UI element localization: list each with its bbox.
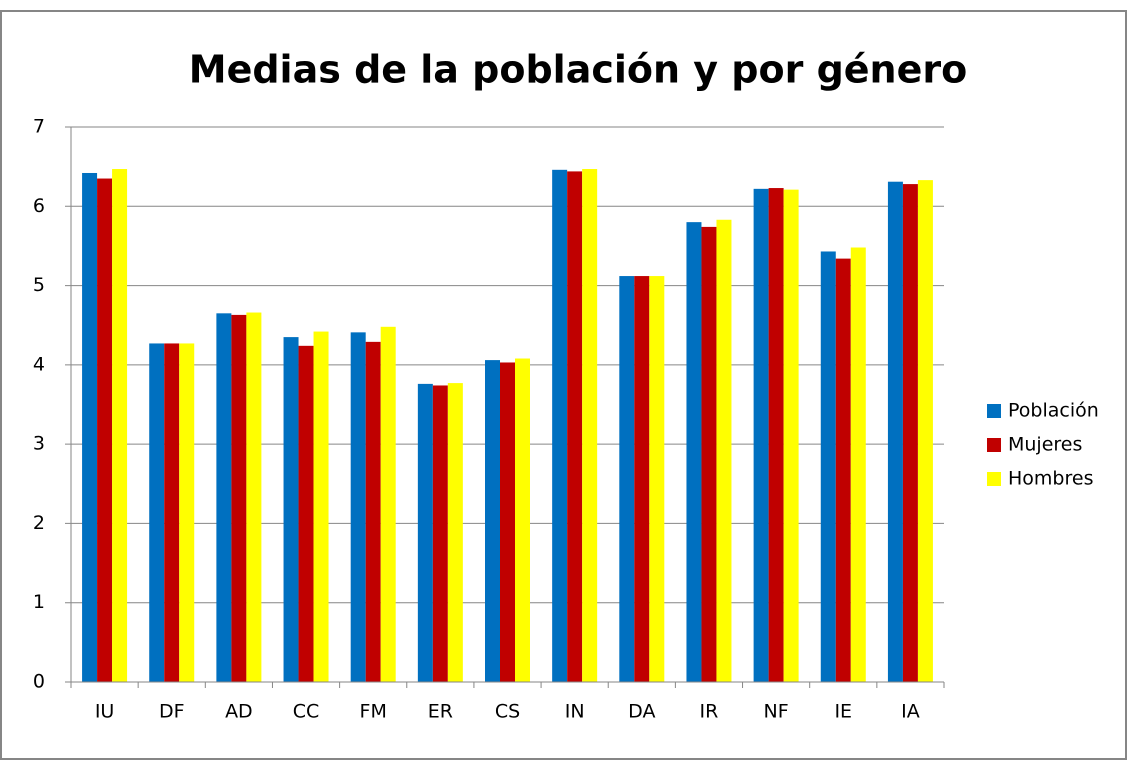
legend-swatch bbox=[987, 404, 1001, 418]
bar bbox=[149, 343, 165, 682]
x-tick-label: IA bbox=[901, 701, 920, 723]
y-tick-label: 6 bbox=[33, 195, 45, 217]
x-tick-label: IR bbox=[700, 701, 719, 723]
chart-title: Medias de la población y por género bbox=[189, 48, 967, 92]
x-tick-label: NF bbox=[764, 701, 789, 723]
bar bbox=[97, 178, 113, 683]
bar bbox=[820, 251, 836, 682]
bar bbox=[432, 385, 448, 682]
bar bbox=[783, 189, 799, 682]
x-tick-label: AD bbox=[225, 701, 253, 723]
x-tick-label: DF bbox=[159, 701, 185, 723]
bar bbox=[634, 276, 650, 682]
bar bbox=[649, 276, 665, 682]
bar bbox=[179, 343, 195, 682]
bar bbox=[313, 331, 329, 682]
bar bbox=[701, 226, 717, 682]
bar bbox=[365, 341, 381, 682]
legend-label: Hombres bbox=[1008, 468, 1093, 490]
bar bbox=[768, 188, 784, 683]
bar bbox=[350, 332, 366, 682]
y-tick-label: 4 bbox=[33, 353, 45, 375]
bar bbox=[485, 360, 500, 682]
y-tick-label: 0 bbox=[33, 671, 45, 693]
x-tick-label: CC bbox=[293, 701, 320, 723]
bar bbox=[246, 312, 262, 682]
legend-swatch bbox=[987, 472, 1001, 486]
x-tick-label: IE bbox=[834, 701, 852, 723]
y-tick-label: 7 bbox=[33, 116, 45, 138]
bar bbox=[917, 180, 933, 682]
bar bbox=[619, 276, 635, 682]
bar bbox=[380, 326, 396, 682]
legend-swatch bbox=[987, 438, 1001, 452]
bar bbox=[552, 169, 568, 683]
bar bbox=[686, 222, 702, 682]
bar bbox=[231, 314, 247, 682]
bar bbox=[216, 313, 232, 682]
bar bbox=[112, 169, 128, 682]
x-tick-label: DA bbox=[628, 701, 655, 723]
y-tick-label: 1 bbox=[33, 591, 45, 613]
x-tick-label: IU bbox=[95, 701, 115, 723]
x-tick-label: ER bbox=[428, 701, 453, 723]
x-tick-label: FM bbox=[360, 701, 387, 723]
bar bbox=[835, 258, 851, 682]
bar bbox=[716, 219, 732, 682]
bar bbox=[500, 362, 515, 682]
bar bbox=[902, 184, 918, 683]
y-tick-label: 5 bbox=[33, 274, 45, 296]
bar bbox=[850, 247, 866, 682]
bar bbox=[447, 383, 463, 682]
y-tick-label: 2 bbox=[33, 512, 45, 534]
y-tick-label: 3 bbox=[33, 433, 45, 455]
bar bbox=[567, 171, 583, 682]
bar bbox=[887, 181, 903, 682]
bar bbox=[283, 337, 299, 682]
bar bbox=[417, 383, 433, 682]
bar bbox=[82, 172, 98, 682]
x-tick-label: CS bbox=[495, 701, 520, 723]
bar bbox=[582, 169, 598, 682]
x-tick-label: IN bbox=[565, 701, 585, 723]
legend-label: Mujeres bbox=[1008, 434, 1082, 456]
bar bbox=[164, 343, 180, 682]
bar bbox=[753, 188, 769, 683]
bar bbox=[515, 358, 530, 682]
legend-label: Población bbox=[1008, 400, 1099, 422]
bar bbox=[298, 345, 314, 682]
